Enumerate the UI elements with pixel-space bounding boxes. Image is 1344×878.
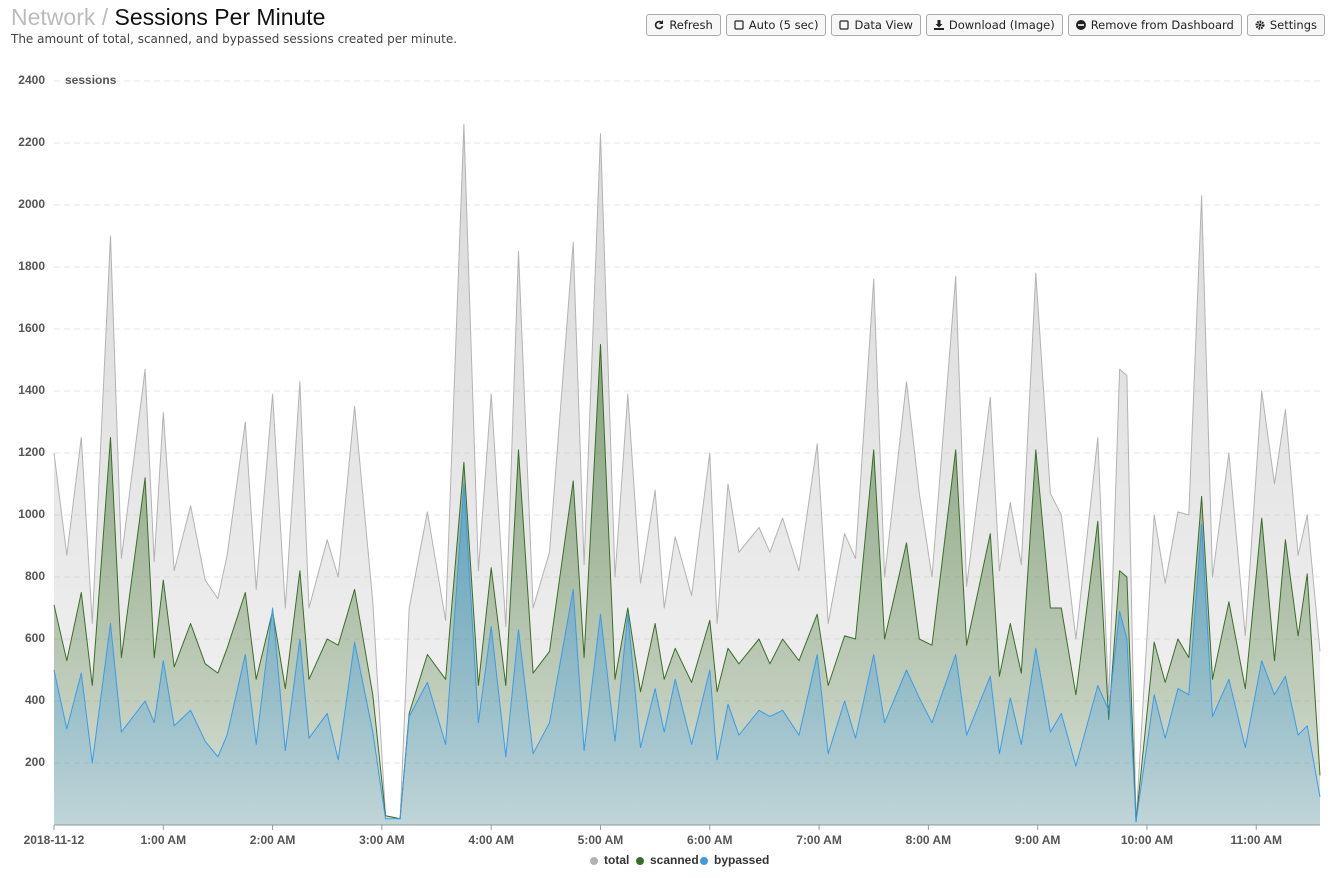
legend-marker [700,857,708,865]
x-tick-label: 4:00 AM [468,833,514,847]
button-label: Refresh [669,18,713,32]
title: Sessions Per Minute [114,4,326,30]
icon [839,20,850,30]
y-tick-label: 2400 [18,73,45,87]
data-view-button[interactable]: Data View [831,14,921,36]
y-tick-label: 1600 [18,321,45,335]
download-button[interactable]: Download (Image) [925,14,1063,36]
legend-marker [590,857,598,865]
area-fill [54,124,1320,825]
header: Network / Sessions Per Minute The amount… [11,4,457,46]
button-label: Remove from Dashboard [1090,18,1234,32]
x-tick-label: 2:00 AM [250,833,296,847]
settings-button[interactable]: Settings [1246,14,1325,36]
series-line [53,344,1321,823]
legend-label: scanned [650,853,699,867]
y-tick-label: 400 [25,693,45,707]
x-tick-label: 7:00 AM [796,833,842,847]
auto-button[interactable]: Auto (5 sec) [725,14,827,36]
x-tick-label: 6:00 AM [687,833,733,847]
y-tick-label: 800 [25,569,45,583]
x-tick-label: 11:00 AM [1230,833,1282,847]
page-title: Network / Sessions Per Minute [11,4,457,31]
series-line [53,483,1321,823]
icon [1075,20,1086,30]
area-fill [54,484,1320,825]
button-label: Data View [854,18,913,32]
x-tick-label: 5:00 AM [578,833,624,847]
x-tick-label: 10:00 AM [1121,833,1173,847]
separator: / [101,4,109,30]
icon [933,20,944,30]
area-fill [54,344,1320,825]
y-tick-label: 2000 [18,197,45,211]
x-tick-label: 8:00 AM [906,833,952,847]
button-label: Settings [1269,18,1317,32]
series-line [53,123,1321,823]
legend-label: total [604,853,629,867]
x-tick-label: 3:00 AM [359,833,405,847]
toolbar: Refresh Auto (5 sec) Data View Download … [646,14,1325,36]
icon [1255,20,1265,30]
legend-marker [636,857,644,865]
x-tick-label: 1:00 AM [141,833,187,847]
icon [734,20,744,30]
y-tick-label: 600 [25,631,45,645]
description: The amount of total, scanned, and bypass… [11,32,458,46]
refresh-button[interactable]: Refresh [646,14,721,36]
legend-label: bypassed [714,853,769,867]
breadcrumb[interactable]: Network [11,4,96,30]
button-label: Download (Image) [948,18,1055,32]
y-axis-label: sessions [65,73,117,87]
x-tick-label: 9:00 AM [1015,833,1061,847]
y-tick-label: 1200 [18,445,45,459]
y-tick-label: 200 [25,755,45,769]
y-tick-label: 1000 [18,507,45,521]
y-tick-label: 1400 [18,383,45,397]
button-label: Auto (5 sec) [748,18,819,32]
icon [655,20,664,30]
y-tick-label: 1800 [18,259,45,273]
y-tick-label: 2200 [18,135,45,149]
remove-button[interactable]: Remove from Dashboard [1067,14,1242,36]
x-tick-label: 2018-11-12 [24,833,85,847]
